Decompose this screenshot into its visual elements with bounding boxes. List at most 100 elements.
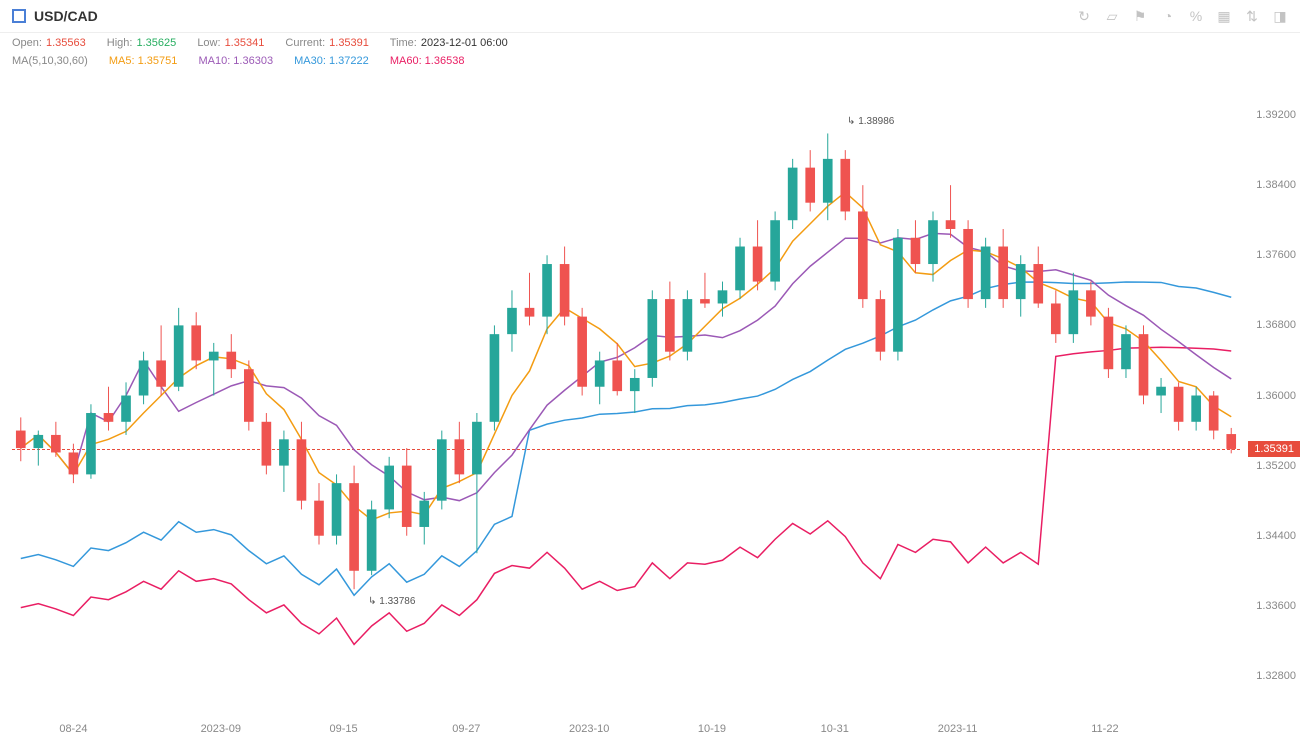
chart-area[interactable]: ↳ 1.38986↳ 1.33786 [12,80,1240,711]
candle-body [911,238,921,264]
candle-body [665,299,675,352]
x-tick: 08-24 [59,723,87,735]
grid-icon[interactable]: ▦ [1216,8,1232,24]
ma60-line [21,347,1231,644]
low-value: 1.35341 [225,37,265,49]
candle-body [1191,396,1201,422]
candle-body [735,247,745,291]
y-tick: 1.39200 [1256,109,1296,121]
candle-body [244,369,254,422]
candle-body [86,413,96,474]
candle-body [1086,290,1096,316]
candle-body [683,299,693,352]
current-price-tag: 1.35391 [1248,441,1300,457]
candle-body [262,422,272,466]
candle-body [279,439,289,465]
high-value: 1.35625 [136,37,176,49]
y-tick: 1.32800 [1256,670,1296,682]
candle-body [226,352,236,370]
chart-svg [12,80,1240,711]
candle-body [805,168,815,203]
candle-body [858,211,868,299]
candle-body [297,439,307,500]
candle-body [16,431,26,449]
candle-body [946,220,956,229]
ma30-label: MA30: 1.37222 [294,55,369,67]
candle-body [174,325,184,386]
time-value: 2023-12-01 06:00 [421,37,508,49]
candle-body [402,466,412,527]
y-tick: 1.38400 [1256,179,1296,191]
candle-body [314,501,324,536]
candle-body [419,501,429,527]
flag-icon[interactable]: ⚑ [1132,8,1148,24]
candle-body [700,299,710,303]
candle-body [104,413,114,422]
y-tick: 1.33600 [1256,600,1296,612]
candle-body [876,299,886,352]
candle-body [156,360,166,386]
candle-body [507,308,517,334]
clock-icon[interactable]: ◔ [1160,8,1176,24]
y-axis: 1.392001.384001.376001.368001.360001.352… [1244,80,1300,711]
candle-body [1016,264,1026,299]
candle-body [823,159,833,203]
y-tick: 1.36000 [1256,390,1296,402]
candle-body [191,325,201,360]
candle-body [963,229,973,299]
draw-icon[interactable]: ▱ [1104,8,1120,24]
x-tick: 10-19 [698,723,726,735]
sort-icon[interactable]: ⇅ [1244,8,1260,24]
x-axis: 08-242023-0909-1509-272023-1010-1910-312… [12,723,1240,743]
candle-body [455,439,465,474]
candle-body [472,422,482,475]
candle-body [1121,334,1131,369]
candle-body [630,378,640,391]
open-value: 1.35563 [46,37,86,49]
x-tick: 10-31 [821,723,849,735]
ma10-label: MA10: 1.36303 [198,55,273,67]
candle-body [33,435,43,448]
candle-body [998,247,1008,300]
candle-body [981,247,991,300]
candle-body [770,220,780,281]
x-tick: 2023-09 [201,723,241,735]
candle-body [928,220,938,264]
x-tick: 2023-11 [938,723,978,735]
candle-body [209,352,219,361]
high-annotation: ↳ 1.38986 [847,116,894,127]
candle-body [753,247,763,282]
x-tick: 11-22 [1091,723,1118,735]
candle-body [1033,264,1043,303]
candle-body [367,509,377,570]
high-label: High: [107,37,133,49]
y-tick: 1.37600 [1256,249,1296,261]
ma10-line [21,233,1231,500]
refresh-icon[interactable]: ↻ [1076,8,1092,24]
y-tick: 1.35200 [1256,460,1296,472]
candle-body [349,483,359,571]
candle-body [560,264,570,317]
candle-body [121,396,131,422]
candle-body [1069,290,1079,334]
candle-body [69,452,79,474]
candle-body [612,360,622,391]
ma30-line [21,282,1231,595]
candle-body [384,466,394,510]
panel-icon[interactable]: ◨ [1272,8,1288,24]
low-label: Low: [197,37,220,49]
candle-body [542,264,552,317]
candle-body [840,159,850,212]
candle-body [893,238,903,352]
candle-body [525,308,535,317]
candle-body [1104,317,1114,370]
ma-header: MA(5,10,30,60) [12,55,88,67]
current-value: 1.35391 [329,37,369,49]
percent-icon[interactable]: % [1188,8,1204,24]
chart-toolbar: ↻ ▱ ⚑ ◔ % ▦ ⇅ ◨ [1076,8,1288,24]
ma60-label: MA60: 1.36538 [390,55,465,67]
candle-body [1226,434,1236,449]
candle-body [788,168,798,221]
candle-body [1051,303,1061,334]
candle-body [139,360,149,395]
